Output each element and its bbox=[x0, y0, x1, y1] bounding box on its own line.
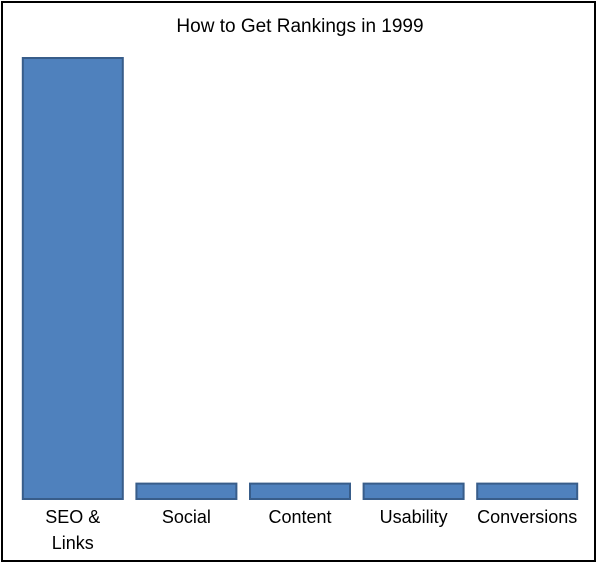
bars-group bbox=[21, 57, 579, 501]
bar-conversions bbox=[476, 482, 579, 501]
tick-label-social: Social bbox=[162, 507, 211, 527]
bar-social bbox=[135, 482, 238, 501]
chart-title: How to Get Rankings in 1999 bbox=[176, 16, 423, 37]
bar-seo-links bbox=[21, 57, 124, 500]
tick-label-content: Content bbox=[268, 507, 331, 527]
bar-usability bbox=[362, 482, 465, 501]
bar-content bbox=[249, 482, 351, 501]
tick-label-conversions: Conversions bbox=[477, 507, 577, 527]
tick-label-usability: Usability bbox=[380, 507, 448, 527]
tick-label-seo-links: SEO & Links bbox=[45, 507, 100, 553]
tick-labels-group: SEO & Links Social Content Usability Conversi… bbox=[45, 507, 577, 553]
